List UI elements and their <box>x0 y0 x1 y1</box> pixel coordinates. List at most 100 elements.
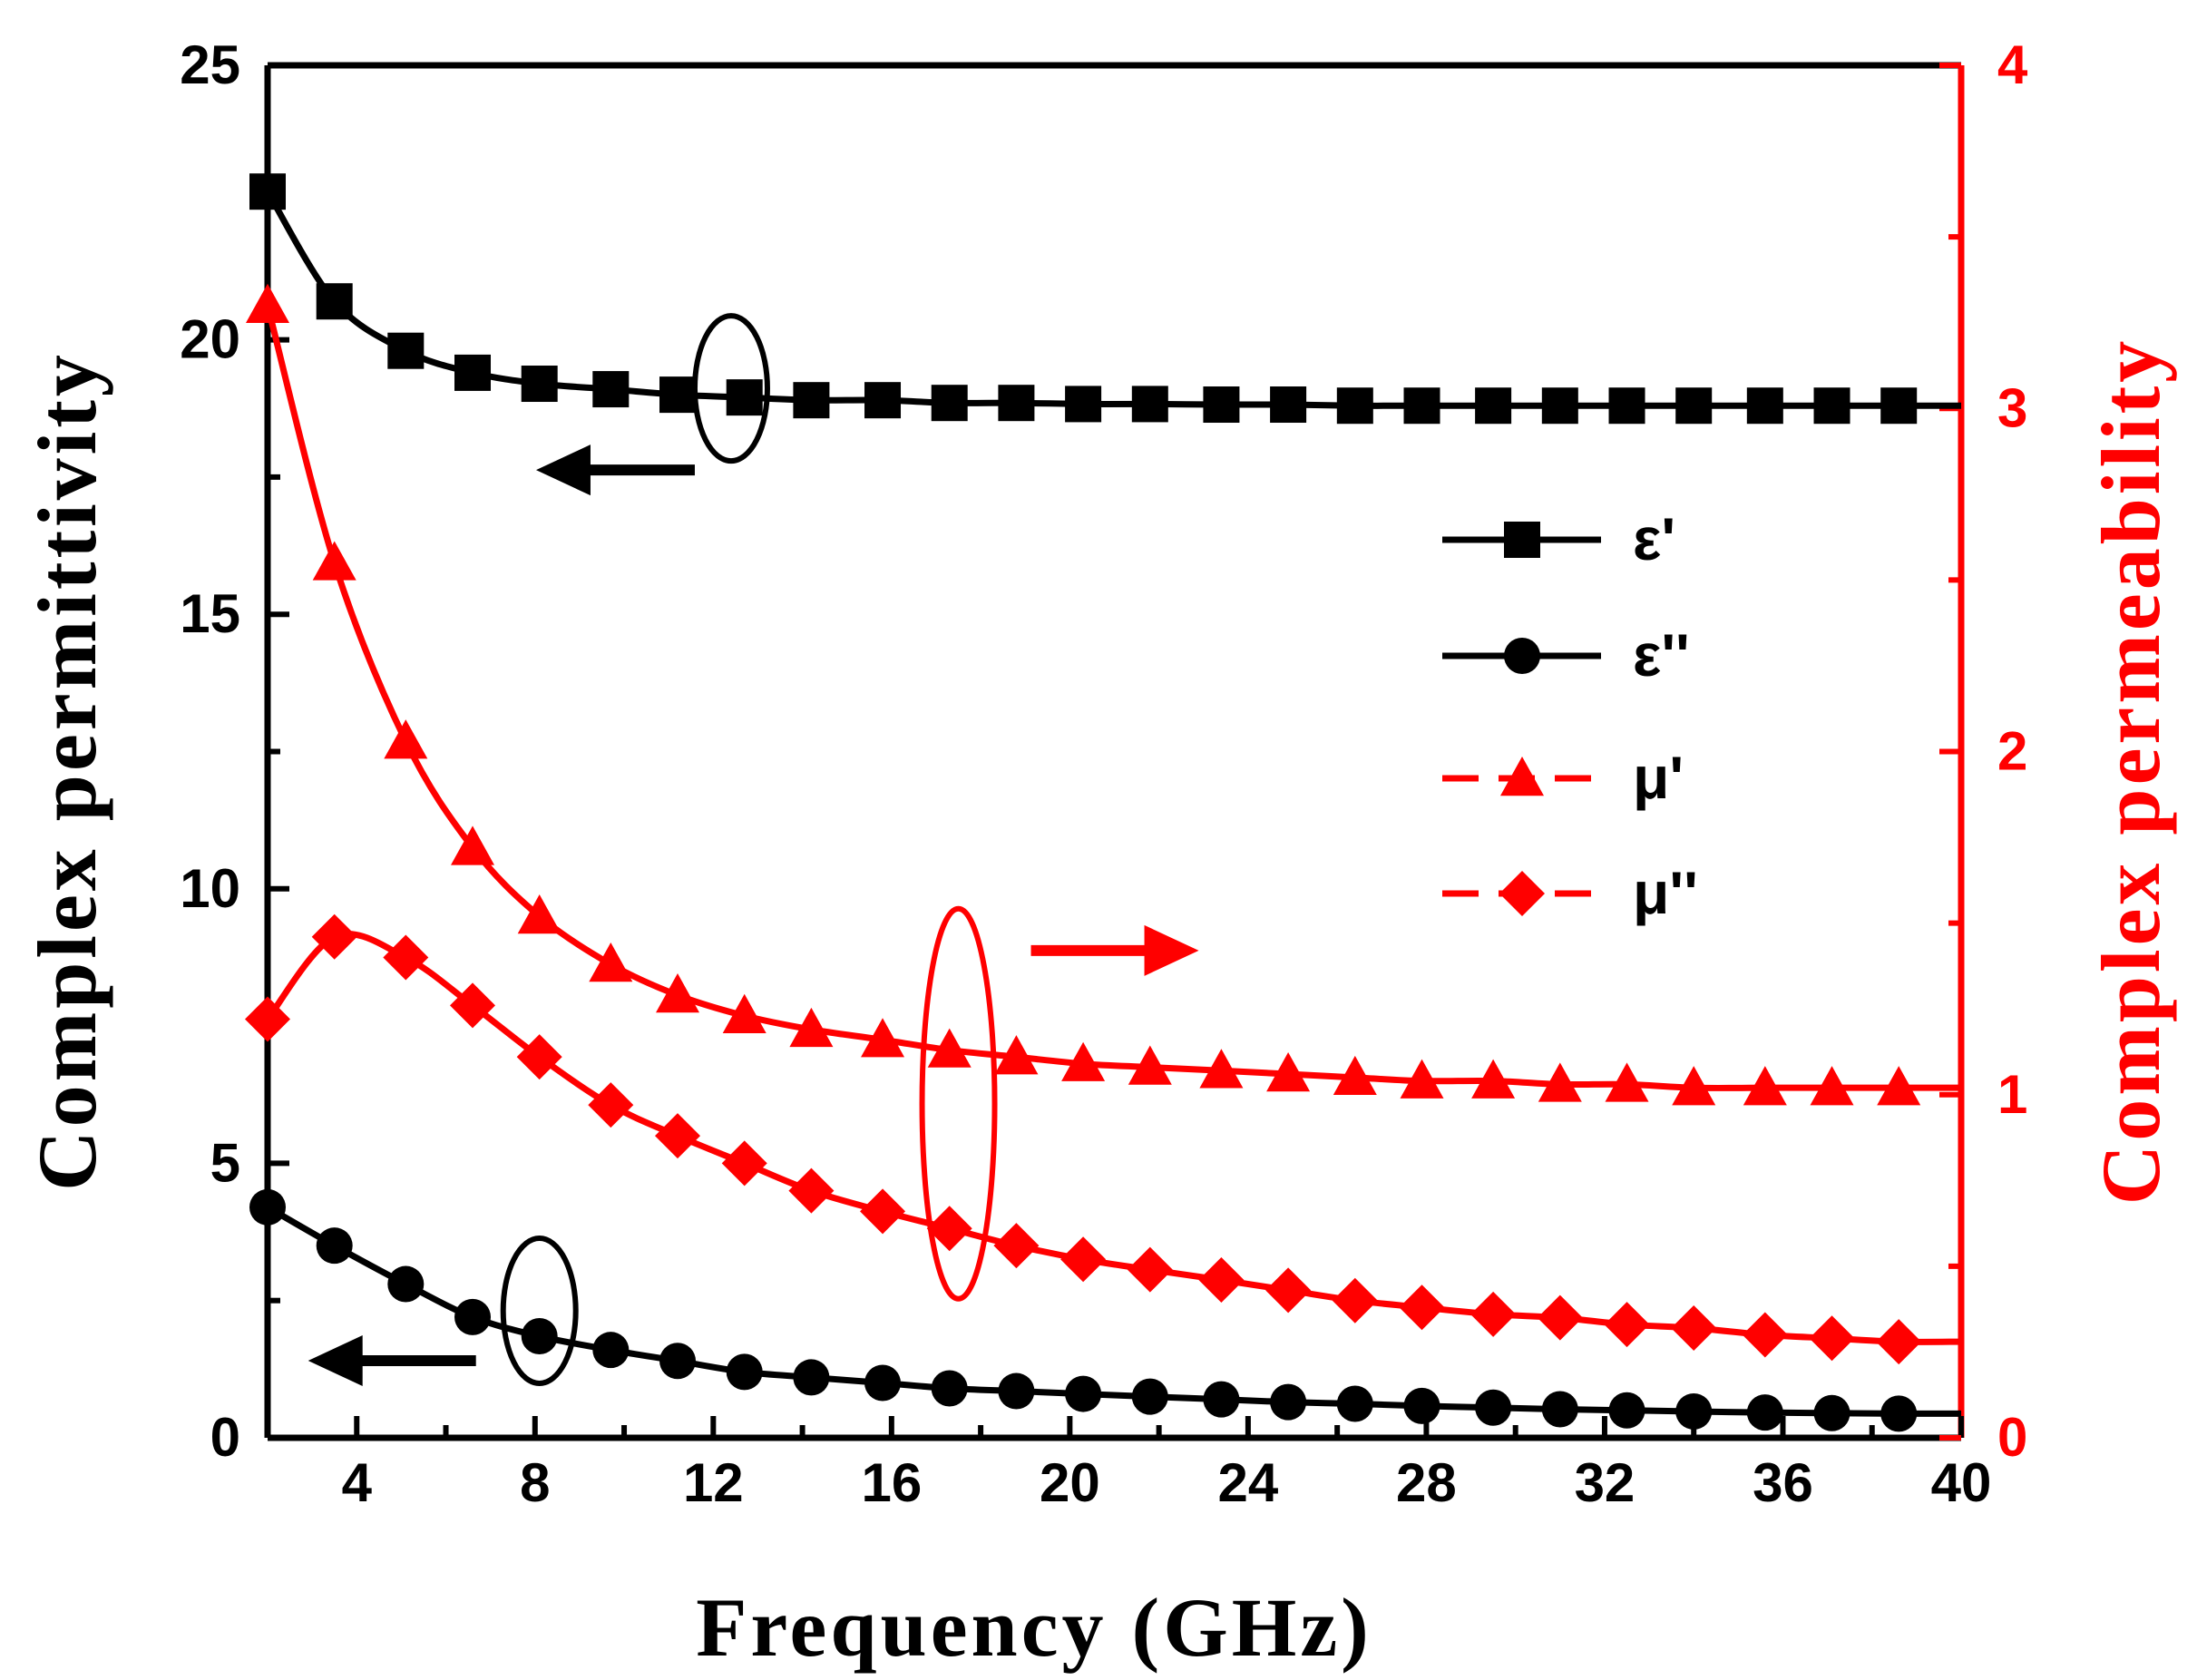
y-axis-left-label: Complex permittivity <box>21 351 113 1191</box>
annotation-ellipse-eps-double <box>500 1236 579 1387</box>
point-triangle <box>1128 1045 1172 1085</box>
point-triangle <box>451 825 495 865</box>
point-diamond <box>1399 1284 1445 1331</box>
point-diamond <box>1537 1294 1583 1341</box>
point-circle <box>1608 1392 1645 1429</box>
point-diamond <box>926 1206 972 1252</box>
point-circle <box>387 1265 425 1303</box>
series-line-1 <box>266 1204 1962 1417</box>
point-circle <box>1270 1383 1307 1421</box>
point-diamond <box>1332 1277 1378 1323</box>
point-circle <box>1131 1378 1168 1415</box>
point-triangle <box>656 973 700 1013</box>
x-tick-label: 36 <box>1753 1452 1813 1513</box>
x-axis-label: Frequency (GHz) <box>696 1581 1372 1674</box>
point-circle <box>1336 1385 1373 1422</box>
x-tick-label: 16 <box>861 1452 922 1513</box>
point-diamond <box>1604 1302 1650 1348</box>
point-triangle <box>722 993 767 1033</box>
point-square <box>1880 387 1918 425</box>
y-left-tick-label: 25 <box>180 34 240 95</box>
point-triangle <box>861 1018 905 1058</box>
x-tick-label: 8 <box>520 1452 550 1513</box>
legend-marker-square <box>1504 522 1540 558</box>
point-square <box>998 385 1035 422</box>
point-circle <box>454 1298 492 1335</box>
point-square <box>1065 386 1102 423</box>
point-square <box>316 283 353 320</box>
point-circle <box>1541 1391 1578 1428</box>
legend-label: μ' <box>1633 744 1684 811</box>
point-diamond <box>311 913 357 960</box>
point-diamond <box>788 1167 835 1214</box>
point-circle <box>1746 1394 1783 1431</box>
point-diamond <box>383 934 429 981</box>
point-square <box>1541 387 1578 425</box>
point-circle <box>793 1359 830 1396</box>
point-square <box>1813 387 1850 425</box>
point-square <box>592 371 630 408</box>
point-square <box>1131 386 1168 423</box>
point-diamond <box>1198 1257 1245 1304</box>
x-tick-label: 12 <box>683 1452 744 1513</box>
point-circle <box>931 1370 968 1407</box>
point-square <box>1336 387 1373 425</box>
point-square <box>726 379 763 416</box>
point-triangle <box>517 894 561 934</box>
point-square <box>1403 387 1440 425</box>
point-triangle <box>1471 1059 1516 1099</box>
point-circle <box>592 1332 630 1369</box>
point-square <box>387 332 425 369</box>
point-triangle <box>789 1007 834 1048</box>
x-tick-label: 24 <box>1218 1452 1279 1513</box>
legend-marker-circle <box>1504 638 1540 674</box>
point-triangle <box>994 1035 1039 1075</box>
annotation-arrow-mu-head <box>1144 924 1199 976</box>
point-diamond <box>450 982 496 1029</box>
point-diamond <box>1060 1236 1107 1283</box>
legend-label: ε'' <box>1633 621 1690 689</box>
point-diamond <box>1876 1319 1922 1365</box>
legend: ε' ε'' μ' μ'' <box>1442 505 1698 926</box>
annotation-ellipse-eps-prime <box>691 313 770 464</box>
annotation-arrow-eps-double-head <box>308 1335 363 1387</box>
point-square <box>864 382 902 419</box>
point-circle <box>998 1372 1035 1410</box>
point-triangle <box>384 719 428 759</box>
point-triangle <box>927 1028 972 1068</box>
point-triangle <box>589 943 633 982</box>
x-tick-label: 4 <box>342 1452 373 1513</box>
y-right-tick-label: 1 <box>1997 1064 2027 1125</box>
point-triangle <box>246 283 289 323</box>
point-circle <box>1203 1381 1240 1418</box>
point-square <box>1203 386 1240 424</box>
series-markers <box>245 173 1922 1432</box>
y-right-tick-label: 3 <box>1997 377 2027 438</box>
point-triangle <box>312 541 356 581</box>
point-triangle <box>1672 1066 1716 1106</box>
point-triangle <box>1810 1066 1854 1106</box>
point-circle <box>1675 1392 1713 1430</box>
legend-marker-diamond <box>1499 871 1545 916</box>
point-triangle <box>1538 1062 1582 1102</box>
point-circle <box>249 1188 286 1226</box>
legend-marker-triangle <box>1500 757 1544 796</box>
x-tick-label: 32 <box>1575 1452 1636 1513</box>
y-right-tick-label: 0 <box>1997 1407 2027 1468</box>
annotation-arrow-eps-prime-head <box>535 444 591 496</box>
legend-label: μ'' <box>1633 859 1698 926</box>
y-left-tick-label: 15 <box>180 583 240 644</box>
point-diamond <box>655 1113 701 1159</box>
legend-label: ε' <box>1633 505 1675 572</box>
point-square <box>659 376 697 414</box>
point-diamond <box>1265 1267 1312 1314</box>
y-axis-right-label: Complex permeability <box>2085 337 2177 1205</box>
point-square <box>249 173 286 210</box>
point-square <box>1746 387 1783 425</box>
y-left-tick-label: 5 <box>210 1132 240 1193</box>
point-square <box>1475 387 1512 425</box>
point-diamond <box>1671 1304 1717 1351</box>
point-triangle <box>1061 1041 1106 1081</box>
